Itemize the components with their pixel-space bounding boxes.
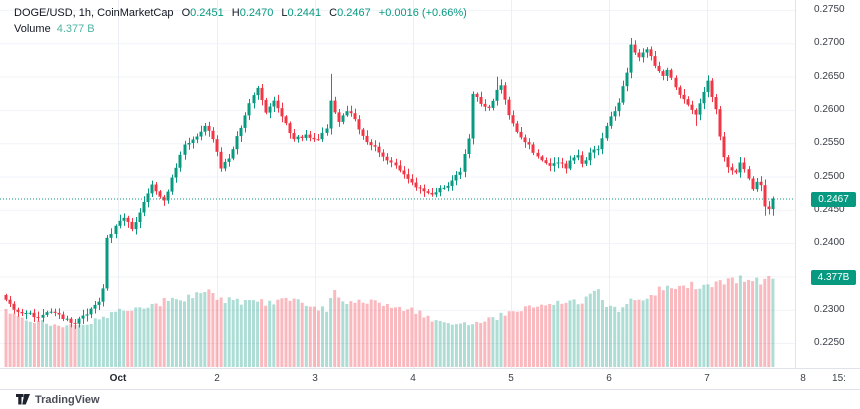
- volume-badge: 4.377B: [811, 270, 856, 285]
- chart-legend: DOGE/USD, 1h, CoinMarketCap O0.2451 H0.2…: [14, 6, 467, 37]
- ohlc-row: DOGE/USD, 1h, CoinMarketCap O0.2451 H0.2…: [14, 6, 467, 21]
- time-axis-label: 15:: [832, 373, 846, 384]
- tradingview-logo-icon[interactable]: [16, 394, 30, 405]
- last-price-badge: 0.2467: [811, 191, 856, 207]
- price-axis-label: 0.2300: [814, 303, 845, 315]
- price-axis[interactable]: 0.2750 0.2700 0.2650 0.2600 0.2550 0.2500 0.24…: [795, 0, 860, 368]
- price-axis-label: 0.2400: [814, 237, 845, 249]
- time-axis-label: 6: [606, 373, 612, 384]
- price-axis-label: 0.2250: [814, 337, 845, 348]
- time-axis-label: 8: [800, 373, 806, 384]
- price-axis-label: 0.2450: [814, 203, 845, 215]
- time-axis-label: 7: [704, 373, 710, 384]
- change-value: +0.0016 (+0.66%): [378, 7, 467, 19]
- symbol-title[interactable]: DOGE/USD, 1h, CoinMarketCap: [14, 7, 174, 19]
- chart-plot-area[interactable]: DOGE/USD, 1h, CoinMarketCap O0.2451 H0.2…: [0, 0, 795, 368]
- price-axis-label: 0.2500: [814, 170, 845, 182]
- time-axis-label: Oct: [109, 373, 127, 384]
- time-axis-label: 2: [214, 373, 220, 384]
- volume-label: Volume: [14, 23, 51, 35]
- low-value: L0.2441: [281, 7, 322, 19]
- attribution-bar: TradingView: [0, 389, 860, 409]
- candlestick-volume-chart[interactable]: [0, 0, 795, 368]
- price-axis-label: 0.2750: [814, 4, 845, 15]
- close-value: C0.2467: [329, 7, 371, 19]
- time-axis-label: 4: [410, 373, 416, 384]
- price-axis-label: 0.2550: [814, 137, 845, 149]
- time-axis-label: 3: [312, 373, 318, 384]
- price-axis-label: 0.2650: [814, 70, 845, 82]
- time-axis[interactable]: Oct 2 3 4 5 6 7 8 15:: [0, 368, 860, 389]
- high-value: H0.2470: [231, 7, 274, 19]
- open-value: O0.2451: [181, 7, 224, 19]
- volume-row: Volume 4.377 B: [14, 22, 467, 37]
- tradingview-label[interactable]: TradingView: [35, 393, 100, 406]
- volume-value: 4.377 B: [56, 23, 95, 35]
- price-axis-label: 0.2700: [814, 37, 845, 49]
- time-axis-label: 5: [508, 373, 514, 384]
- price-axis-label: 0.2600: [814, 103, 845, 115]
